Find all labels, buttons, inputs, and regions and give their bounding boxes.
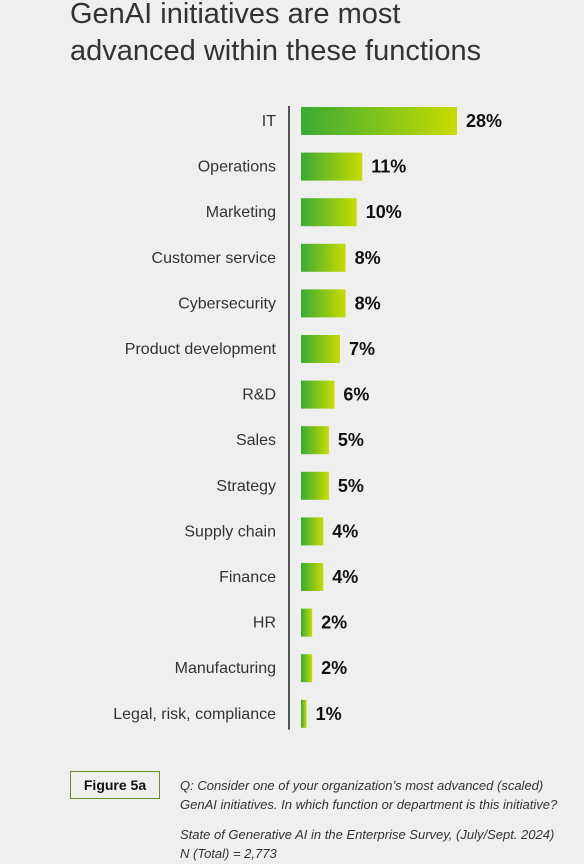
value-label-legal-risk-compliance: 1%: [316, 704, 342, 724]
bar-supply-chain: [301, 517, 324, 546]
bar-strategy: [301, 471, 329, 500]
category-label-it: IT: [262, 113, 276, 130]
bar-legal-risk-compliance: [301, 699, 307, 728]
value-label-supply-chain: 4%: [332, 521, 358, 541]
category-label-marketing: Marketing: [206, 204, 276, 221]
category-label-legal-risk-compliance: Legal, risk, compliance: [113, 706, 276, 723]
bar-it: [301, 107, 457, 135]
survey-source: State of Generative AI in the Enterprise…: [180, 825, 580, 863]
value-label-cybersecurity: 8%: [355, 293, 381, 313]
survey-source-line-2: N (Total) = 2,773: [180, 846, 277, 861]
category-label-sales: Sales: [236, 432, 276, 449]
bar-operations: [301, 152, 363, 181]
category-label-product-development: Product development: [125, 341, 277, 358]
chart-title-line-2: advanced within these functions: [70, 35, 482, 67]
chart-title-line-1: GenAI initiatives are most: [70, 0, 401, 30]
bar-marketing: [301, 198, 357, 227]
value-label-customer-service: 8%: [355, 248, 381, 268]
bar-sales: [301, 426, 329, 455]
category-label-operations: Operations: [198, 159, 276, 176]
value-label-marketing: 10%: [366, 202, 402, 222]
category-label-finance: Finance: [219, 569, 276, 586]
bar-product-development: [301, 335, 340, 363]
bar-cybersecurity: [301, 289, 346, 318]
value-label-finance: 4%: [332, 567, 358, 587]
survey-question: Q: Consider one of your organization’s m…: [180, 776, 580, 814]
survey-question-line-1: Q: Consider one of your organization’s m…: [180, 778, 544, 793]
category-label-customer-service: Customer service: [152, 250, 277, 267]
bar-customer-service: [301, 243, 346, 272]
category-label-supply-chain: Supply chain: [184, 523, 276, 540]
value-label-r-d: 6%: [343, 385, 369, 405]
value-label-manufacturing: 2%: [321, 658, 347, 678]
value-label-product-development: 7%: [349, 339, 375, 359]
category-label-cybersecurity: Cybersecurity: [178, 295, 276, 312]
bar-r-d: [301, 380, 335, 409]
survey-source-line-1: State of Generative AI in the Enterprise…: [180, 827, 555, 842]
value-label-strategy: 5%: [338, 476, 364, 496]
chart-title: GenAI initiatives are most advanced with…: [70, 0, 570, 70]
bar-manufacturing: [301, 654, 313, 683]
figure-label: Figure 5a: [70, 771, 160, 799]
category-label-manufacturing: Manufacturing: [175, 660, 276, 677]
category-label-r-d: R&D: [242, 387, 276, 404]
bar-hr: [301, 608, 313, 637]
category-label-strategy: Strategy: [216, 478, 276, 495]
bar-chart: IT 28% Operations 11% Marketing 10% Customer s…: [113, 106, 502, 730]
value-label-hr: 2%: [321, 613, 347, 633]
value-label-it: 28%: [466, 111, 502, 131]
value-label-sales: 5%: [338, 430, 364, 450]
category-label-hr: HR: [253, 615, 276, 632]
bar-finance: [301, 563, 324, 591]
value-label-operations: 11%: [371, 157, 406, 177]
survey-question-line-2: GenAI initiatives. In which function or …: [180, 797, 558, 812]
